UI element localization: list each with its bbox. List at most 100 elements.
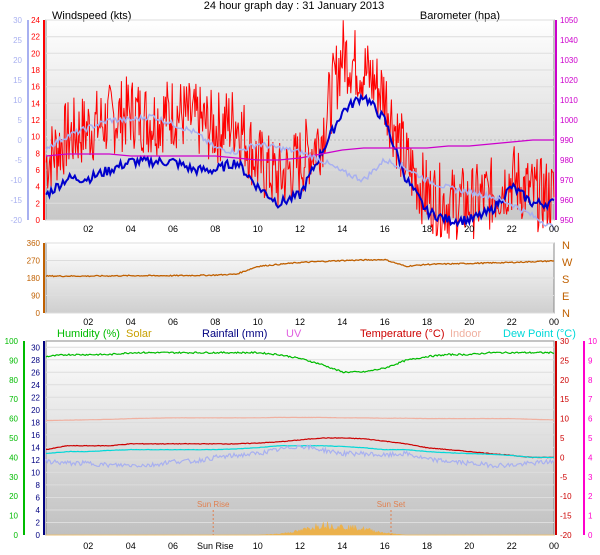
compass-label: N bbox=[562, 308, 570, 320]
pink-tick-label: 5 bbox=[588, 434, 593, 443]
series-lavender bbox=[45, 444, 555, 469]
barometer-tick-label: 1020 bbox=[560, 76, 578, 85]
sun-rise-label: Sun Rise bbox=[197, 500, 230, 509]
outer-left-tick-label: 30 bbox=[13, 16, 22, 25]
pink-tick-label: 8 bbox=[588, 376, 593, 385]
outer-left-tick-label: 0 bbox=[18, 136, 23, 145]
x-tick-label: 00 bbox=[549, 224, 559, 234]
panel3-series bbox=[45, 351, 555, 536]
direction-tick-label: 90 bbox=[31, 292, 40, 301]
windspeed-tick-label: 6 bbox=[36, 166, 41, 175]
windspeed-tick-label: 20 bbox=[31, 49, 40, 58]
windspeed-tick-label: 8 bbox=[36, 149, 41, 158]
rainfall-tick-label: 6 bbox=[36, 494, 41, 503]
panel1-axes: -20-15-10-505101520253002468101214161820… bbox=[10, 16, 578, 225]
outer-left-tick-label: 5 bbox=[18, 116, 23, 125]
rainfall-tick-label: 0 bbox=[36, 531, 41, 540]
windspeed-axis-label: Windspeed (kts) bbox=[52, 10, 131, 22]
x-tick-label: 08 bbox=[210, 224, 220, 234]
rainfall-tick-label: 22 bbox=[31, 393, 40, 402]
direction-tick-label: 0 bbox=[36, 309, 41, 318]
humidity-tick-label: 70 bbox=[9, 395, 18, 404]
barometer-tick-label: 950 bbox=[560, 216, 574, 225]
series-solar bbox=[46, 521, 554, 536]
windspeed-tick-label: 18 bbox=[31, 66, 40, 75]
x-tick-label: 12 bbox=[295, 317, 305, 327]
x-tick-label: 14 bbox=[337, 224, 347, 234]
x-tick-label: 06 bbox=[168, 541, 178, 551]
x-tick-label: 16 bbox=[380, 541, 390, 551]
direction-tick-label: 180 bbox=[27, 274, 41, 283]
x-tick-label: 18 bbox=[422, 541, 432, 551]
x-tick-label: 22 bbox=[507, 541, 517, 551]
legend-uv: UV bbox=[286, 328, 302, 340]
x-tick-label: 02 bbox=[83, 317, 93, 327]
rainfall-tick-label: 24 bbox=[31, 381, 40, 390]
x-tick-label: 18 bbox=[422, 224, 432, 234]
temperature-tick-label: 30 bbox=[560, 337, 569, 346]
outer-left-tick-label: 20 bbox=[13, 56, 22, 65]
rainfall-tick-label: 2 bbox=[36, 519, 41, 528]
series-humidity bbox=[45, 351, 555, 374]
series-temperature-c bbox=[46, 437, 555, 459]
temperature-tick-label: 20 bbox=[560, 376, 569, 385]
humidity-tick-label: 60 bbox=[9, 415, 18, 424]
rainfall-tick-label: 4 bbox=[36, 506, 41, 515]
x-axes: 02 02 02 04 04 04 06 06 06 08 08 Sun Rise 10 10 10 12 12… bbox=[83, 224, 559, 551]
outer-left-tick-label: 25 bbox=[13, 36, 22, 45]
temperature-tick-label: 15 bbox=[560, 395, 569, 404]
x-tick-label: Sun Rise bbox=[197, 541, 234, 551]
panel3-legend: Humidity (%) Solar Rainfall (mm) UV Temp… bbox=[57, 328, 576, 340]
x-tick-label: 12 bbox=[295, 224, 305, 234]
chart-title: 24 hour graph day : 31 January 2013 bbox=[204, 0, 384, 12]
windspeed-tick-label: 0 bbox=[36, 216, 41, 225]
temperature-tick-label: 0 bbox=[560, 453, 565, 462]
barometer-tick-label: 990 bbox=[560, 136, 574, 145]
x-tick-label: 12 bbox=[295, 541, 305, 551]
x-tick-label: 00 bbox=[549, 541, 559, 551]
x-tick-label: 20 bbox=[464, 317, 474, 327]
x-tick-label: 10 bbox=[253, 224, 263, 234]
x-tick-label: 18 bbox=[422, 317, 432, 327]
barometer-tick-label: 1040 bbox=[560, 36, 578, 45]
x-tick-label: 10 bbox=[253, 541, 263, 551]
series-lavender bbox=[45, 113, 555, 231]
x-tick-label: 22 bbox=[507, 224, 517, 234]
legend-solar: Solar bbox=[126, 328, 152, 340]
temperature-tick-label: 25 bbox=[560, 356, 569, 365]
temperature-tick-label: -10 bbox=[560, 492, 572, 501]
x-tick-label: 06 bbox=[168, 317, 178, 327]
sun-set-label: Sun Set bbox=[377, 500, 406, 509]
x-tick-label: 10 bbox=[253, 317, 263, 327]
humidity-tick-label: 0 bbox=[14, 531, 19, 540]
x-tick-label: 08 bbox=[210, 317, 220, 327]
barometer-tick-label: 960 bbox=[560, 196, 574, 205]
rainfall-tick-label: 18 bbox=[31, 418, 40, 427]
barometer-tick-label: 970 bbox=[560, 176, 574, 185]
x-tick-label: 02 bbox=[83, 541, 93, 551]
legend-humidity: Humidity (%) bbox=[57, 328, 120, 340]
x-tick-label: 14 bbox=[337, 541, 347, 551]
x-tick-label: 16 bbox=[380, 317, 390, 327]
humidity-tick-label: 30 bbox=[9, 473, 18, 482]
series-gust bbox=[45, 92, 555, 228]
temperature-tick-label: -5 bbox=[560, 473, 568, 482]
compass-label: S bbox=[562, 274, 569, 286]
x-tick-label: 02 bbox=[83, 224, 93, 234]
temperature-tick-label: 5 bbox=[560, 434, 565, 443]
series-direction bbox=[45, 258, 555, 278]
pink-tick-label: 1 bbox=[588, 512, 593, 521]
outer-left-tick-label: 10 bbox=[13, 96, 22, 105]
pink-tick-label: 10 bbox=[588, 337, 597, 346]
panel2-series bbox=[45, 258, 555, 278]
barometer-tick-label: 980 bbox=[560, 156, 574, 165]
barometer-tick-label: 1010 bbox=[560, 96, 578, 105]
x-tick-label: 00 bbox=[549, 317, 559, 327]
rainfall-tick-label: 28 bbox=[31, 356, 40, 365]
x-tick-label: 06 bbox=[168, 224, 178, 234]
humidity-tick-label: 20 bbox=[9, 492, 18, 501]
windspeed-tick-label: 2 bbox=[36, 199, 41, 208]
windspeed-tick-label: 12 bbox=[31, 116, 40, 125]
